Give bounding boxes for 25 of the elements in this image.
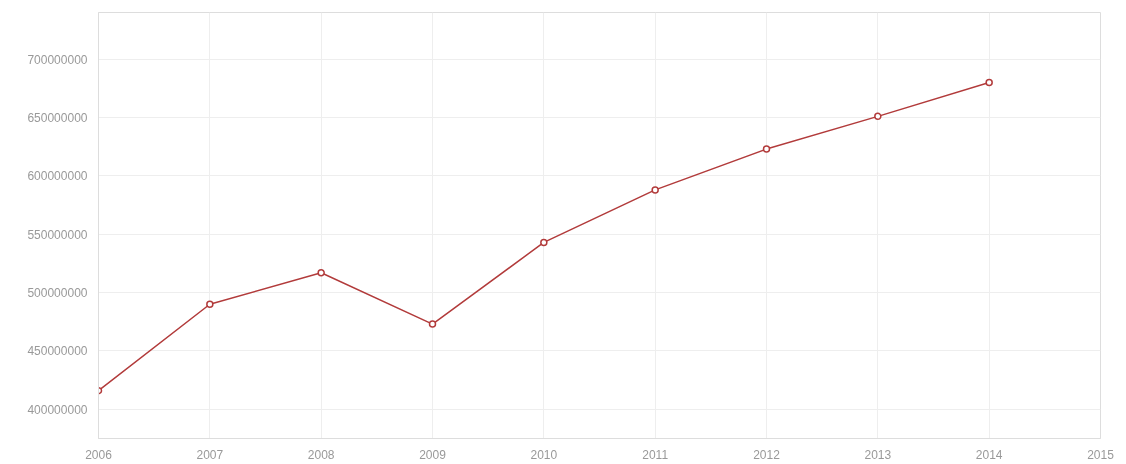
point [651,186,659,194]
x-tick-label: 2012 [753,447,781,462]
point [317,269,325,277]
x-tick-label: 2008 [307,447,335,462]
x-tick-label: 2011 [642,447,669,462]
x-tick-label: 2007 [196,447,224,462]
point [762,145,771,153]
point [985,78,993,87]
point [540,238,548,247]
point [428,320,437,328]
y-tick-label: 500000000 [27,286,88,301]
y-tick-label: 400000000 [27,402,88,417]
y-tick-label: 700000000 [27,52,88,67]
x-tick-label: 2009 [419,447,447,462]
x-tick-label: 2006 [85,447,113,462]
x-tick-label: 2015 [1087,447,1115,462]
point [206,300,214,309]
y-tick-label: 650000000 [27,111,88,126]
x-tick-label: 2013 [864,447,892,462]
y-tick-label: 450000000 [27,344,88,359]
x-tick-label: 2010 [530,447,558,462]
point [874,112,882,121]
x-tick-label: 2014 [975,447,1003,462]
y-tick-label: 600000000 [27,169,88,184]
y-tick-label: 550000000 [27,227,88,242]
